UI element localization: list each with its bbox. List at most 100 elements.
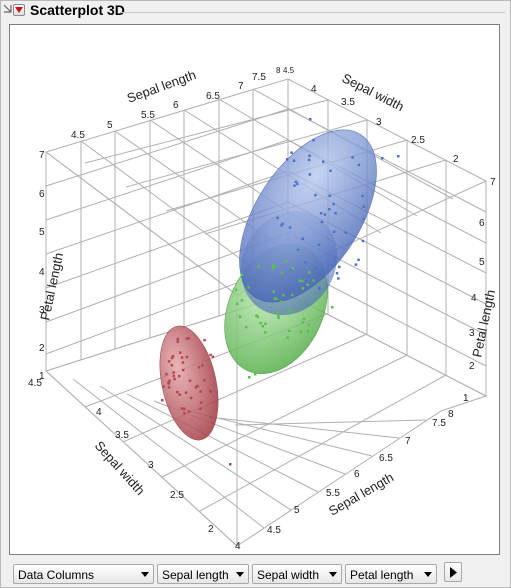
column-selector-bar: Data Columns Sepal length Sepal width Pe… <box>0 560 511 586</box>
virginica-point <box>381 157 384 160</box>
setosa-point <box>196 384 199 388</box>
bottom-sepal-width-tick: 3 <box>148 460 154 471</box>
setosa-point <box>229 463 232 466</box>
scatterplot-3d-svg[interactable]: 4.5 5 5.5 6 6.5 7 7.5 Sepal length 4 3.5 3 2.5 2 S… <box>10 25 499 554</box>
virginica-point <box>317 243 321 246</box>
versicolor-point <box>261 325 265 328</box>
versicolor-point <box>286 336 289 339</box>
bottom-sepal-length-tick: 5 <box>294 505 300 516</box>
setosa-point <box>172 374 176 378</box>
virginica-point <box>354 263 358 266</box>
setosa-point <box>167 386 171 389</box>
z-column-dropdown[interactable]: Petal length <box>345 564 437 584</box>
bottom-sepal-length-tick: 5.5 <box>326 488 340 499</box>
bottom-sepal-length-tick: 4 <box>235 541 241 552</box>
versicolor-point <box>277 314 280 317</box>
versicolor-point <box>301 287 304 290</box>
versicolor-point <box>290 310 294 313</box>
setosa-point <box>178 393 181 396</box>
top-sepal-length-tick: 6.5 <box>206 91 220 102</box>
versicolor-point <box>264 322 267 325</box>
setosa-point <box>176 337 180 341</box>
versicolor-point <box>235 302 239 306</box>
setosa-point <box>161 399 164 402</box>
top-sepal-length-tick: 7.5 <box>252 72 266 83</box>
versicolor-point <box>288 329 291 333</box>
bottom-sepal-width-tick: 3.5 <box>115 430 129 441</box>
versicolor-point <box>291 293 294 297</box>
right-petal-length-tick: 6 <box>479 218 485 229</box>
virginica-point <box>329 169 332 173</box>
left-petal-length-tick: 7 <box>39 150 45 161</box>
virginica-point <box>397 155 400 158</box>
bottom-sepal-width-tick: 4.5 <box>28 378 42 389</box>
virginica-point <box>338 265 341 269</box>
virginica-point <box>328 208 331 211</box>
versicolor-point <box>331 306 334 309</box>
virginica-ellipsoid <box>239 129 377 303</box>
versicolor-point <box>301 279 304 283</box>
versicolor-point <box>257 265 260 268</box>
bottom-sepal-width-tick: 2.5 <box>170 490 184 501</box>
versicolor-point <box>273 297 276 300</box>
top-sepal-length-ticks: 4.5 5 5.5 6 6.5 7 7.5 <box>71 72 266 141</box>
versicolor-point <box>291 267 295 270</box>
setosa-point <box>170 356 174 360</box>
chevron-down-icon <box>236 572 244 577</box>
red-triangle-menu-button[interactable] <box>13 4 25 16</box>
bottom-sepal-length-tick: 6 <box>354 469 360 480</box>
setosa-point <box>180 356 184 359</box>
collapse-icon[interactable] <box>3 4 12 13</box>
top-sepal-length-tick: 6 <box>173 100 179 111</box>
data-columns-dropdown[interactable]: Data Columns <box>13 564 154 584</box>
chevron-down-icon <box>424 572 432 577</box>
top-sepal-length-tick: 5 <box>107 120 113 131</box>
virginica-point <box>296 248 300 252</box>
virginica-point <box>280 224 283 227</box>
setosa-point <box>203 379 206 382</box>
virginica-point <box>314 193 317 197</box>
setosa-point <box>167 360 171 363</box>
top-sepal-length-title: Sepal length <box>125 67 198 106</box>
setosa-point <box>168 379 171 382</box>
axis-grid <box>44 78 488 547</box>
top-sepal-width-ticks: 4 3.5 3 2.5 2 <box>311 84 459 165</box>
x-column-dropdown[interactable]: Sepal length <box>157 564 249 584</box>
top-sepal-length-tick: 5.5 <box>141 110 155 121</box>
right-petal-length-tick: 2 <box>469 361 475 372</box>
versicolor-point <box>244 325 248 329</box>
versicolor-point <box>286 309 290 312</box>
bottom-sepal-width-title: Sepal width <box>92 438 148 498</box>
setosa-point <box>167 382 171 385</box>
setosa-point <box>178 374 181 378</box>
versicolor-point <box>280 271 284 274</box>
top-sepal-width-tick: 2 <box>453 154 459 165</box>
versicolor-point <box>275 311 279 314</box>
bottom-sepal-width-ticks: 4.5 4 3.5 3 2.5 2 <box>28 378 214 535</box>
setosa-point <box>176 390 179 394</box>
ellipsoids <box>159 129 377 441</box>
top-sepal-length-tick: 7 <box>238 81 244 92</box>
next-arrow-button[interactable] <box>444 562 462 582</box>
virginica-point <box>361 239 365 243</box>
versicolor-point <box>238 315 242 319</box>
virginica-point <box>334 212 337 215</box>
bottom-sepal-width-tick: 4 <box>96 407 102 418</box>
versicolor-point <box>282 294 285 297</box>
virginica-point <box>357 258 360 262</box>
virginica-point <box>319 212 323 215</box>
top-sepal-width-tick: 3.5 <box>341 97 355 108</box>
setosa-point <box>184 391 188 394</box>
virginica-point <box>285 158 289 161</box>
top-sepal-length-tick: 4.5 <box>71 130 85 141</box>
scatterplot-3d-canvas[interactable]: 4.5 5 5.5 6 6.5 7 7.5 Sepal length 4 3.5 3 2.5 2 S… <box>9 24 500 555</box>
left-petal-length-tick: 1 <box>39 371 45 382</box>
virginica-point <box>322 160 325 163</box>
versicolor-point <box>264 331 267 334</box>
y-column-dropdown[interactable]: Sepal width <box>252 564 342 584</box>
virginica-point <box>292 159 296 162</box>
chevron-down-icon <box>329 572 337 577</box>
versicolor-point <box>306 330 310 333</box>
versicolor-point <box>312 279 315 282</box>
chevron-down-icon <box>141 572 149 577</box>
